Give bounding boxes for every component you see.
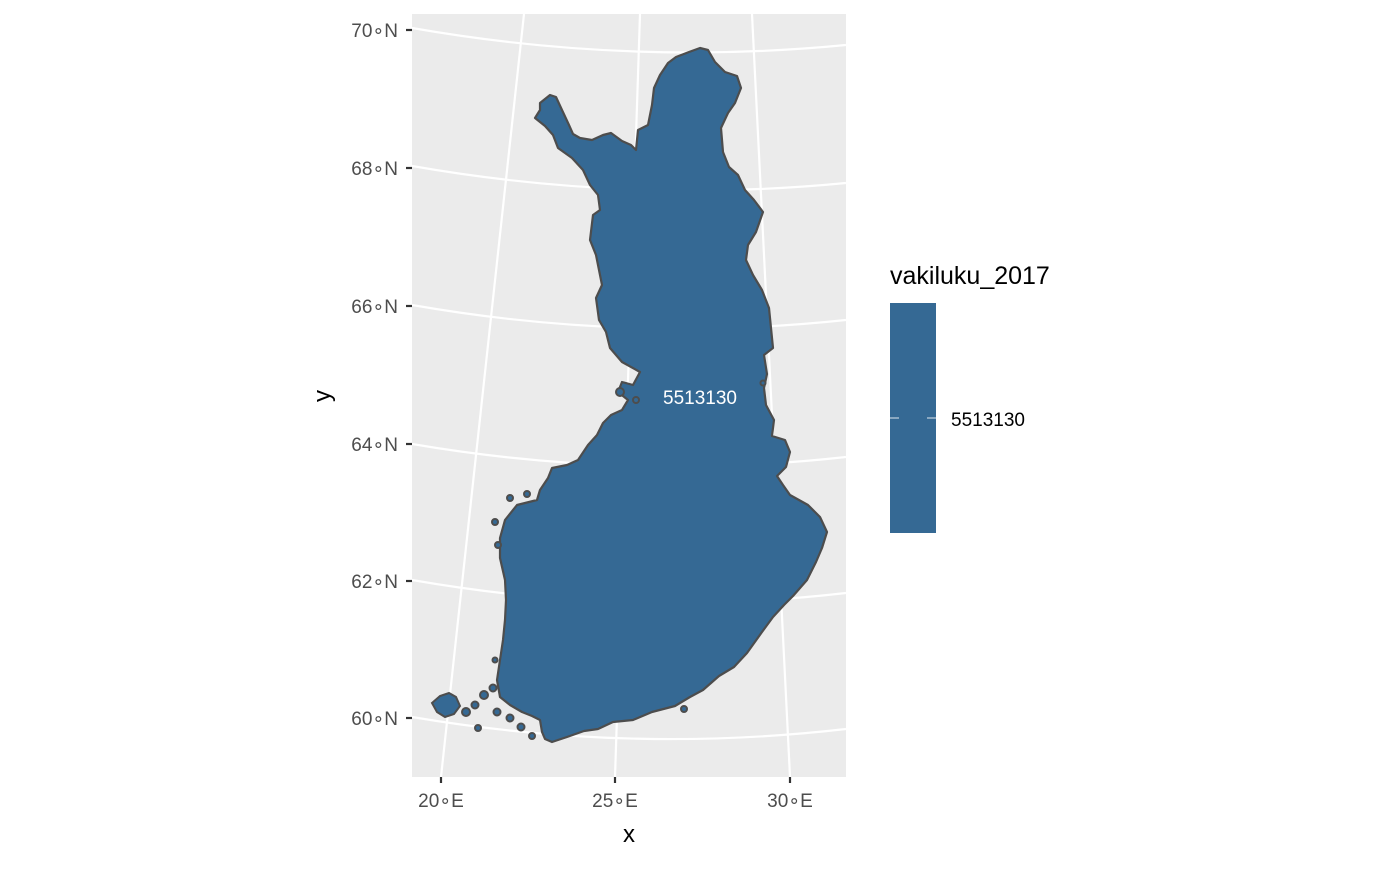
island <box>516 722 526 732</box>
y-tick-label: 70∘N <box>351 21 398 42</box>
island <box>479 690 489 700</box>
island <box>491 656 499 664</box>
aland-island <box>430 691 462 719</box>
graticule-meridian-30 <box>750 14 792 777</box>
island <box>492 707 502 717</box>
island <box>632 396 640 404</box>
island <box>494 541 502 549</box>
country-finland <box>430 46 829 744</box>
y-axis: 70∘N 68∘N 66∘N 64∘N 62∘N 60∘N <box>351 21 412 730</box>
island <box>523 490 531 498</box>
island <box>680 705 688 713</box>
graticule-parallel-70 <box>412 26 846 54</box>
island <box>505 713 515 723</box>
island <box>474 724 482 732</box>
x-axis: 20∘E 25∘E 30∘E <box>418 777 813 812</box>
y-tick-label: 60∘N <box>351 709 398 730</box>
x-tick-label: 20∘E <box>418 791 464 812</box>
legend: vakiluku_2017 5513130 <box>890 262 1050 533</box>
island <box>506 494 514 502</box>
x-tick-label: 25∘E <box>592 791 638 812</box>
graticule-meridian-20 <box>439 14 526 777</box>
island <box>488 683 498 693</box>
islands <box>430 379 767 740</box>
y-axis-title: y <box>309 390 336 402</box>
island <box>615 387 625 397</box>
island <box>491 518 499 526</box>
x-axis-title: x <box>623 821 635 848</box>
island <box>470 700 480 710</box>
y-tick-label: 62∘N <box>351 572 398 593</box>
island <box>759 379 767 387</box>
region-value-label: 5513130 <box>663 388 737 409</box>
y-tick-label: 64∘N <box>351 435 398 456</box>
island <box>528 732 536 740</box>
y-tick-label: 68∘N <box>351 159 398 180</box>
island <box>461 707 471 717</box>
legend-title: vakiluku_2017 <box>890 262 1050 290</box>
x-tick-label: 30∘E <box>767 791 813 812</box>
y-tick-label: 66∘N <box>351 297 398 318</box>
finland-shape <box>495 46 829 744</box>
legend-label: 5513130 <box>951 410 1025 431</box>
